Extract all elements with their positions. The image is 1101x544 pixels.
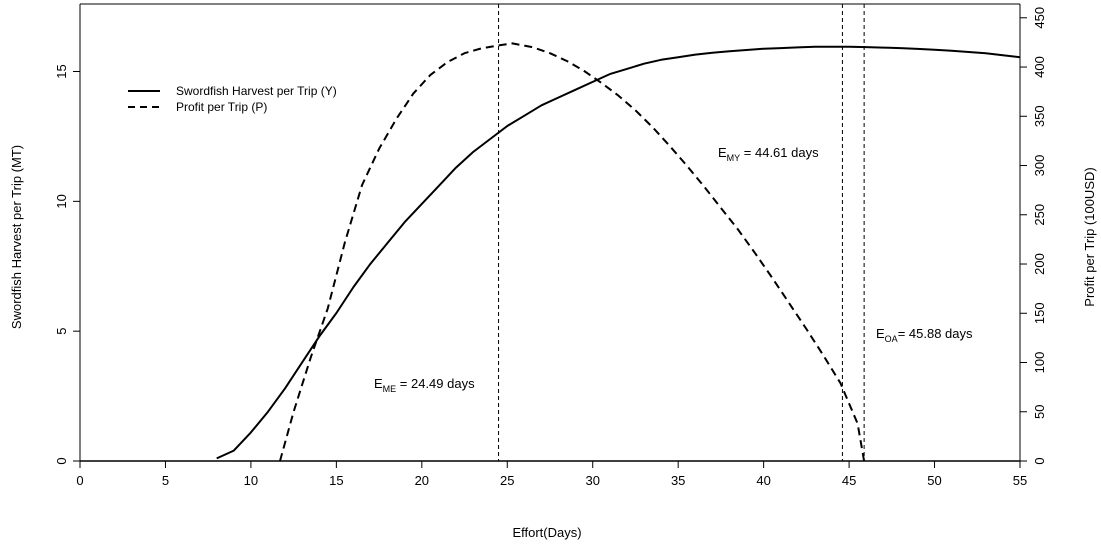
left-y-tick-label: 5	[54, 328, 69, 335]
harvest-line	[216, 45, 1021, 460]
profit-line	[279, 42, 866, 462]
x-tick-label: 25	[500, 473, 514, 488]
left-y-tick-label: 10	[54, 194, 69, 208]
x-tick-label: 35	[671, 473, 685, 488]
x-tick-label: 20	[415, 473, 429, 488]
right-y-tick-label: 0	[1032, 457, 1047, 464]
right-y-tick-label: 250	[1032, 204, 1047, 226]
plot-frame	[79, 3, 1021, 462]
right-y-tick-label: 450	[1032, 7, 1047, 29]
left-y-tick-label: 0	[54, 457, 69, 464]
annotation-eoa: EOA= 45.88 days	[876, 326, 973, 344]
x-tick-label: 10	[244, 473, 258, 488]
right-y-axis-title: Profit per Trip (100USD)	[1082, 167, 1097, 306]
legend-label-profit: Profit per Trip (P)	[176, 100, 267, 114]
x-tick-label: 0	[76, 473, 83, 488]
x-tick-label: 55	[1013, 473, 1027, 488]
right-y-axis-ticks: 0 50 100 150 200 250 300 350 400 450	[1020, 7, 1047, 465]
x-axis-ticks: 0 5 10 15 20 25 30 35 40 45 50 55	[76, 461, 1027, 488]
right-y-tick-label: 50	[1032, 405, 1047, 419]
legend: Swordfish Harvest per Trip (Y) Profit pe…	[128, 84, 337, 114]
x-tick-label: 45	[842, 473, 856, 488]
right-y-tick-label: 300	[1032, 155, 1047, 177]
legend-label-harvest: Swordfish Harvest per Trip (Y)	[176, 84, 337, 98]
x-axis-title: Effort(Days)	[512, 525, 581, 540]
right-y-tick-label: 350	[1032, 105, 1047, 127]
x-tick-label: 30	[585, 473, 599, 488]
right-y-tick-label: 200	[1032, 253, 1047, 275]
right-y-tick-label: 400	[1032, 56, 1047, 78]
left-y-axis-title: Swordfish Harvest per Trip (MT)	[9, 145, 24, 329]
right-y-tick-label: 150	[1032, 302, 1047, 324]
x-tick-label: 5	[162, 473, 169, 488]
x-tick-label: 40	[756, 473, 770, 488]
series-lines	[216, 42, 1021, 462]
x-tick-label: 50	[927, 473, 941, 488]
left-y-tick-label: 15	[54, 64, 69, 78]
annotation-emy: EMY = 44.61 days	[718, 145, 819, 163]
left-y-axis-ticks: 0 5 10 15	[54, 64, 80, 465]
right-y-tick-label: 100	[1032, 352, 1047, 374]
x-tick-label: 15	[329, 473, 343, 488]
annotation-eme: EME = 24.49 days	[374, 376, 475, 394]
reference-lines	[498, 4, 865, 461]
